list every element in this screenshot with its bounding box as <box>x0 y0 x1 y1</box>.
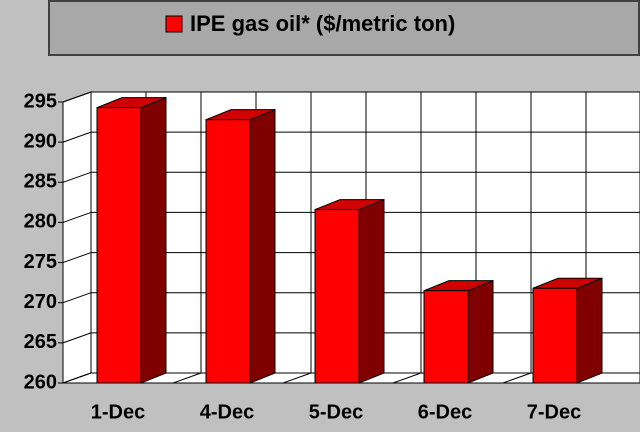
y-tick-label: 290 <box>24 130 57 152</box>
legend-swatch <box>165 15 183 33</box>
bar <box>205 119 251 384</box>
bar-side <box>249 108 276 384</box>
y-tick-label: 285 <box>24 171 57 193</box>
y-tick-label: 260 <box>24 371 57 393</box>
bar <box>423 290 469 384</box>
legend-box <box>48 0 640 56</box>
x-tick-label: 6-Dec <box>418 401 472 423</box>
floor-line <box>392 372 422 384</box>
x-tick-label: 5-Dec <box>309 401 363 423</box>
y-tick-label: 275 <box>24 251 57 273</box>
y-tick-label: 270 <box>24 291 57 313</box>
bar <box>532 287 578 384</box>
bar-side <box>467 279 494 384</box>
grid-line <box>62 292 92 304</box>
bar <box>96 107 142 384</box>
y-tick-label: 265 <box>24 331 57 353</box>
y-tick-label: 295 <box>24 90 57 112</box>
grid-line <box>62 332 92 344</box>
floor-line <box>282 372 312 384</box>
bar-side <box>358 198 385 384</box>
x-tick-label: 4-Dec <box>200 401 254 423</box>
grid-line <box>62 131 92 143</box>
grid-line <box>62 211 92 223</box>
legend-label: IPE gas oil* ($/metric ton) <box>190 11 455 36</box>
grid-line <box>62 91 92 103</box>
bar-side <box>576 277 603 384</box>
grid-line <box>62 252 92 264</box>
grid-line <box>62 372 92 384</box>
floor-line <box>172 372 202 384</box>
x-tick-label: 7-Dec <box>527 401 581 423</box>
grid-line <box>62 171 92 183</box>
floor-line <box>502 372 532 384</box>
side-wall <box>62 91 92 384</box>
bar <box>314 209 360 384</box>
y-tick-label: 280 <box>24 211 57 233</box>
bar-side <box>140 96 167 384</box>
x-tick-label: 1-Dec <box>91 401 145 423</box>
